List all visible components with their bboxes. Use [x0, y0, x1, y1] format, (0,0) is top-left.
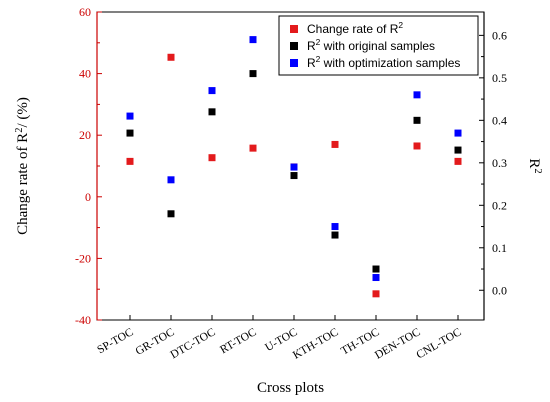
x-axis-category-label: RT-TOC — [218, 326, 259, 356]
right-axis-tick-label: 0.2 — [492, 198, 507, 212]
left-axis-tick-label: 60 — [79, 5, 91, 19]
left-axis: -40 -20 0 20 40 60 — [75, 5, 102, 327]
data-point — [454, 146, 462, 154]
data-point — [413, 116, 421, 124]
right-axis-tick-label: 0.5 — [492, 71, 507, 85]
data-point — [331, 223, 339, 231]
data-point — [126, 112, 134, 120]
data-point — [372, 265, 380, 273]
right-axis: 0.0 0.1 0.2 0.3 0.4 0.5 0.6 — [479, 12, 507, 320]
legend-marker — [290, 25, 298, 33]
right-axis-tick-label: 0.0 — [492, 283, 507, 297]
x-axis-category-label: KTH-TOC — [291, 326, 341, 362]
left-axis-tick-label: 0 — [85, 190, 91, 204]
data-point — [413, 91, 421, 99]
data-point — [290, 172, 298, 180]
left-axis-tick-label: 20 — [79, 128, 91, 142]
data-point — [167, 176, 175, 184]
axis-titles: Cross plots Change rate of R2/ (%) R2 — [14, 97, 544, 396]
x-axis-category-label: DTC-TOC — [169, 326, 218, 361]
data-point — [249, 144, 257, 152]
data-markers — [126, 36, 462, 298]
data-point — [249, 70, 257, 78]
data-point — [208, 87, 216, 95]
right-axis-tick-label: 0.3 — [492, 156, 507, 170]
legend-marker — [290, 42, 298, 50]
x-axis-category-label: SP-TOC — [95, 326, 135, 356]
data-point — [249, 36, 257, 44]
right-axis-tick-label: 0.6 — [492, 28, 507, 42]
data-point — [372, 274, 380, 282]
data-point — [413, 142, 421, 150]
data-point — [331, 140, 339, 148]
legend-label: Change rate of R2 — [307, 20, 403, 36]
legend-box — [278, 15, 479, 76]
data-point — [454, 157, 462, 165]
left-axis-tick-label: 40 — [79, 67, 91, 81]
data-point — [208, 108, 216, 116]
right-axis-title: R2 — [526, 158, 544, 173]
data-point — [126, 129, 134, 137]
right-axis-tick-label: 0.1 — [492, 241, 507, 255]
data-point — [331, 231, 339, 239]
data-point — [290, 163, 298, 171]
data-point — [454, 129, 462, 137]
x-axis-title: Cross plots — [257, 380, 324, 396]
legend-marker — [290, 59, 298, 67]
data-point — [372, 290, 380, 298]
x-axis-category-label: CNL-TOC — [415, 326, 464, 361]
left-axis-title: Change rate of R2/ (%) — [14, 97, 32, 235]
data-point — [208, 154, 216, 162]
left-axis-tick-label: -40 — [75, 313, 91, 327]
x-axis-category-label: DEN-TOC — [373, 326, 423, 362]
left-axis-tick-label: -20 — [75, 251, 91, 265]
data-point — [126, 157, 134, 165]
legend-label: R2 with original samples — [307, 37, 435, 53]
data-point — [167, 53, 175, 61]
legend-label: R2 with optimization samples — [307, 54, 460, 70]
data-point — [167, 210, 175, 218]
right-axis-tick-label: 0.4 — [492, 113, 507, 127]
